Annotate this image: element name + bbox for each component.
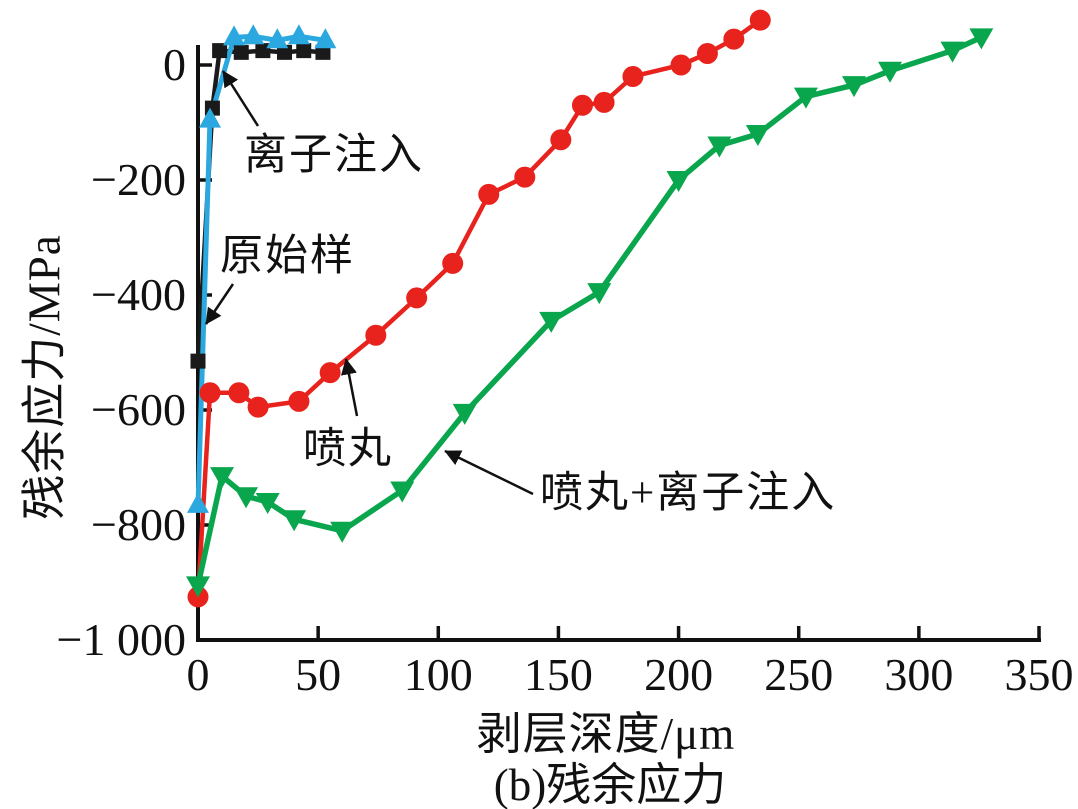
y-tick-label: −800 (91, 499, 186, 550)
marker-triangle-down (940, 41, 965, 63)
annotation-label: 喷丸 (303, 426, 393, 473)
x-tick-label: 200 (644, 649, 713, 700)
marker-triangle-down (390, 481, 415, 503)
marker-circle (288, 390, 310, 412)
x-tick-label: 50 (295, 649, 341, 700)
marker-circle (550, 129, 572, 151)
series-markers-shot-peening-plus-ion-implantation (186, 28, 994, 598)
annotation-arrow (204, 283, 235, 325)
marker-triangle-down (234, 487, 259, 509)
marker-circle (514, 166, 536, 188)
marker-circle (622, 66, 644, 87)
y-axis-ticks: 0 −200 −400 −600 −800 −1 000 (57, 39, 212, 665)
marker-triangle-up (242, 24, 265, 45)
annotation-label: 原始样 (220, 233, 355, 280)
marker-triangle-up (223, 25, 246, 46)
x-tick-label: 0 (187, 649, 210, 700)
marker-circle (406, 287, 428, 309)
x-tick-label: 350 (1005, 649, 1074, 700)
marker-circle (228, 382, 250, 404)
marker-circle (571, 94, 593, 116)
marker-circle (593, 91, 615, 113)
marker-triangle-up (287, 24, 310, 45)
marker-circle (442, 252, 464, 274)
marker-triangle-down (186, 576, 210, 598)
annotation-label: 离子注入 (244, 131, 424, 179)
figure-caption: (b)残余应力 (493, 760, 727, 809)
marker-circle (723, 28, 745, 50)
marker-triangle-down (745, 125, 770, 146)
marker-triangle-down (330, 521, 355, 543)
marker-circle (365, 324, 387, 346)
annotation-arrow (221, 70, 260, 127)
annotation: 原始样 (204, 233, 355, 325)
marker-triangle-up (187, 492, 209, 513)
marker-triangle-down (666, 171, 691, 192)
annotation-arrow (444, 449, 534, 496)
x-tick-label: 150 (524, 649, 593, 700)
marker-triangle-down (282, 510, 307, 532)
marker-triangle-down (539, 311, 564, 333)
x-axis-ticks: 0 50 100 150 200 250 300 350 (187, 626, 1074, 700)
marker-square (315, 44, 331, 60)
marker-circle (670, 54, 692, 76)
y-tick-label: −1 000 (57, 614, 186, 665)
marker-triangle-down (255, 493, 280, 514)
annotation: 离子注入 (221, 70, 424, 179)
x-axis-title: 剥层深度/μm (476, 709, 736, 759)
marker-square (255, 43, 271, 59)
series-markers-ion-implantation (187, 24, 337, 513)
marker-square (233, 44, 249, 60)
annotation-arrow (340, 358, 359, 417)
marker-circle (696, 43, 718, 64)
series-markers-original-sample (190, 43, 331, 369)
x-tick-label: 300 (884, 649, 953, 700)
marker-square (212, 43, 228, 59)
series-markers-shot-peening (187, 9, 771, 608)
marker-circle (749, 9, 771, 31)
marker-triangle-down (841, 76, 866, 98)
marker-triangle-down (707, 136, 732, 158)
marker-square (190, 353, 206, 369)
x-tick-label: 250 (764, 649, 833, 700)
annotation: 喷丸+离子注入 (444, 449, 836, 517)
marker-triangle-down (878, 61, 903, 83)
marker-square (277, 44, 293, 60)
y-axis-title: 残余应力/MPa (19, 234, 70, 520)
marker-triangle-down (793, 87, 818, 109)
marker-triangle-down (969, 28, 994, 50)
y-tick-label: −400 (91, 269, 186, 320)
marker-triangle-up (199, 107, 222, 128)
marker-triangle-up (314, 28, 337, 49)
marker-circle (247, 396, 269, 418)
annotation-label: 喷丸+离子注入 (540, 469, 836, 517)
marker-circle (199, 382, 221, 404)
marker-square (296, 43, 312, 59)
marker-triangle-up (266, 28, 289, 49)
annotation: 喷丸 (303, 358, 393, 473)
marker-circle (478, 183, 500, 205)
x-tick-label: 100 (404, 649, 473, 700)
marker-triangle-down (452, 403, 477, 425)
marker-triangle-down (587, 283, 612, 305)
marker-triangle-down (210, 467, 235, 489)
y-tick-label: 0 (163, 39, 186, 90)
y-tick-label: −600 (91, 384, 186, 435)
y-tick-label: −200 (91, 154, 186, 205)
marker-circle (319, 362, 341, 384)
